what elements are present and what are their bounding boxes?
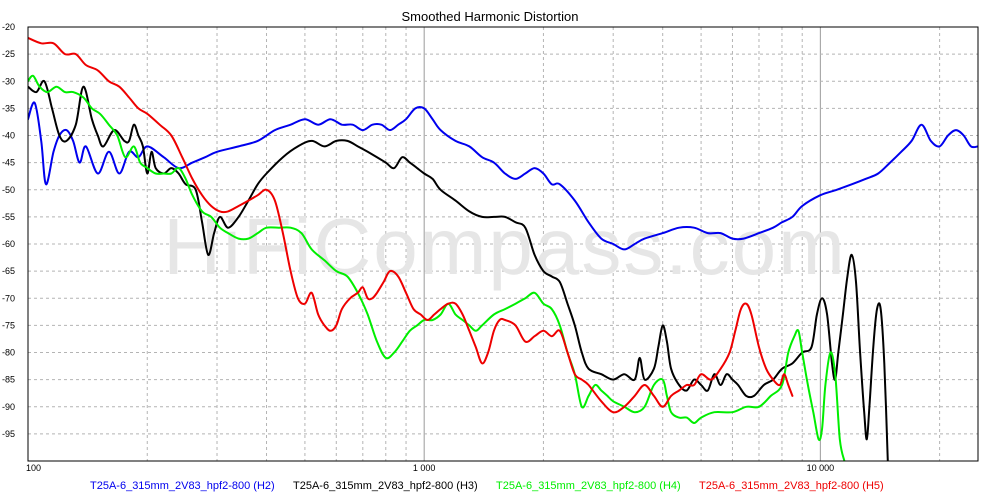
y-tick-label: -85 <box>2 375 15 385</box>
y-tick-label: -80 <box>2 348 15 358</box>
legend-entry: T25A-6_315mm_2V83_hpf2-800 (H4) <box>496 480 681 492</box>
series-line-h3 <box>28 79 889 461</box>
y-tick-label: -60 <box>2 239 15 249</box>
series-line-h4 <box>28 74 846 461</box>
series-line-h5 <box>28 36 794 414</box>
y-tick-label: -95 <box>2 429 15 439</box>
y-axis-ticks: -20 -25 -30 -35 -40 -45 -50 -55 -60 -65 -70 -75 -80 -… <box>2 22 15 439</box>
y-tick-label: -20 <box>2 22 15 32</box>
y-tick-label: -70 <box>2 293 15 303</box>
y-tick-label: -50 <box>2 185 15 195</box>
legend: T25A-6_315mm_2V83_hpf2-800 (H2) T25A-6_31… <box>90 480 884 492</box>
plot-area: HiFiCompass.com <box>27 26 979 462</box>
x-tick-label: 10 000 <box>807 463 835 473</box>
legend-entry: T25A-6_315mm_2V83_hpf2-800 (H5) <box>699 480 884 492</box>
y-tick-label: -40 <box>2 131 15 141</box>
series-line-h2 <box>28 101 978 251</box>
legend-entry: T25A-6_315mm_2V83_hpf2-800 (H2) <box>90 480 275 492</box>
y-tick-label: -75 <box>2 320 15 330</box>
y-tick-label: -90 <box>2 402 15 412</box>
x-axis-ticks: 100 1 000 10 000 <box>26 463 834 473</box>
y-tick-label: -25 <box>2 49 15 59</box>
y-tick-label: -55 <box>2 212 15 222</box>
x-tick-label: 100 <box>26 463 41 473</box>
chart-title: Smoothed Harmonic Distortion <box>401 9 578 24</box>
x-tick-label: 1 000 <box>413 463 436 473</box>
plot-border <box>27 26 979 462</box>
watermark: HiFiCompass.com <box>163 202 846 291</box>
y-tick-label: -30 <box>2 76 15 86</box>
legend-entry: T25A-6_315mm_2V83_hpf2-800 (H3) <box>293 480 478 492</box>
y-tick-label: -45 <box>2 158 15 168</box>
y-tick-label: -35 <box>2 103 15 113</box>
series-lines <box>28 36 978 461</box>
y-tick-label: -65 <box>2 266 15 276</box>
grid <box>28 27 978 461</box>
